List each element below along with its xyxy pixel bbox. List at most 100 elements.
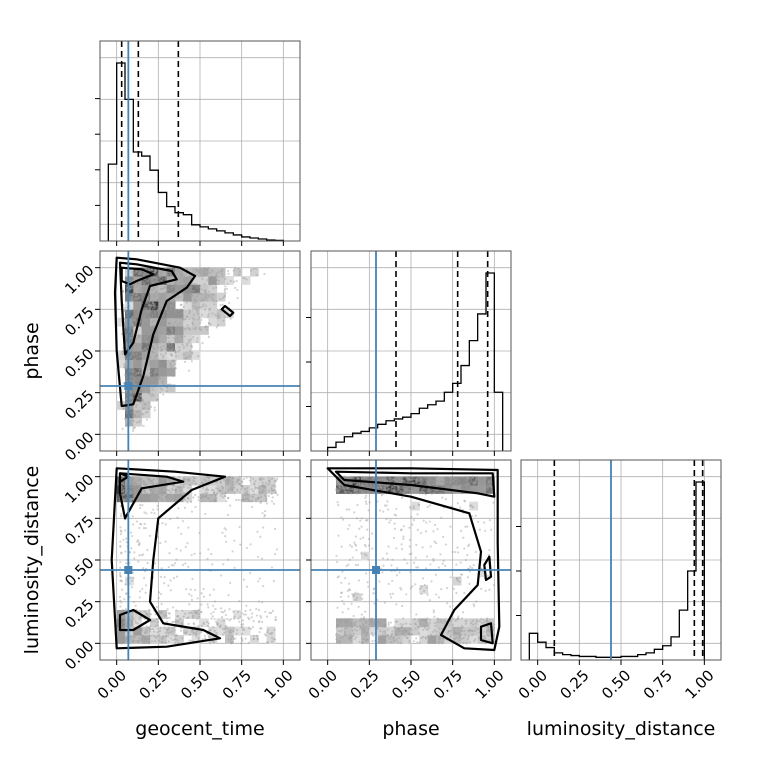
- sample-point: [247, 494, 250, 497]
- sample-point: [142, 282, 145, 285]
- sample-point: [210, 612, 213, 615]
- sample-point: [133, 318, 136, 321]
- sample-point: [130, 332, 134, 335]
- sample-point: [393, 636, 396, 639]
- sample-point: [379, 629, 382, 633]
- sample-point: [482, 484, 486, 487]
- sample-point: [194, 505, 197, 509]
- sample-point: [177, 331, 180, 334]
- sample-point: [161, 277, 164, 280]
- sample-point: [188, 328, 191, 331]
- sample-point: [152, 364, 155, 367]
- sample-point: [415, 613, 418, 616]
- sample-point: [477, 483, 480, 487]
- sample-point: [213, 618, 216, 621]
- sample-point: [227, 482, 230, 485]
- sample-point: [188, 275, 191, 278]
- sample-point: [341, 570, 344, 573]
- sample-point: [139, 419, 142, 422]
- sample-point: [156, 331, 159, 334]
- sample-point: [429, 545, 432, 548]
- sample-point: [232, 476, 235, 480]
- sample-point: [125, 493, 128, 496]
- sample-point: [125, 291, 128, 294]
- sample-point: [483, 637, 486, 640]
- sample-point: [387, 634, 390, 637]
- sample-point: [248, 479, 252, 482]
- sample-point: [204, 268, 207, 271]
- sample-point: [179, 316, 182, 320]
- sample-point: [204, 495, 207, 498]
- sample-point: [225, 478, 228, 482]
- sample-point: [265, 502, 269, 505]
- sample-point: [259, 535, 262, 538]
- sample-point: [181, 343, 184, 346]
- sample-point: [464, 633, 467, 636]
- sample-point: [198, 636, 201, 639]
- sample-point: [131, 334, 134, 337]
- sample-point: [141, 281, 144, 284]
- sample-point: [440, 588, 443, 591]
- sample-point: [417, 488, 420, 491]
- sample-point: [170, 637, 173, 640]
- sample-point: [193, 552, 196, 555]
- sample-point: [372, 476, 376, 479]
- sample-point: [128, 498, 132, 501]
- sample-point: [267, 476, 270, 479]
- sample-point: [447, 476, 451, 479]
- sample-point: [264, 633, 267, 636]
- sample-point: [263, 513, 267, 517]
- sample-point: [125, 310, 128, 313]
- sample-point: [454, 632, 457, 635]
- sample-point: [393, 486, 396, 489]
- sample-point: [178, 346, 181, 349]
- sample-point: [168, 308, 172, 311]
- sample-point: [231, 488, 234, 491]
- sample-point: [351, 625, 354, 629]
- sample-point: [227, 272, 230, 275]
- sample-point: [227, 489, 230, 492]
- density-cell: [419, 626, 429, 636]
- sample-point: [249, 571, 252, 575]
- sample-point: [135, 520, 139, 523]
- sample-point: [249, 269, 253, 272]
- sample-point: [203, 289, 206, 292]
- sample-point: [210, 494, 213, 497]
- sample-point: [256, 530, 259, 533]
- sample-point: [169, 364, 172, 367]
- sample-point: [224, 495, 227, 498]
- density-cell: [150, 367, 159, 377]
- sample-point: [234, 286, 237, 289]
- sample-point: [134, 415, 137, 418]
- density-cell: [183, 342, 193, 352]
- histogram-geocent_time: [107, 62, 284, 242]
- density-cell: [125, 301, 134, 310]
- sample-point: [235, 481, 238, 484]
- sample-point: [142, 285, 145, 288]
- sample-point: [158, 326, 161, 329]
- sample-point: [134, 297, 137, 300]
- density-cell: [125, 409, 134, 419]
- sample-point: [166, 617, 169, 620]
- sample-point: [138, 307, 141, 310]
- sample-point: [158, 496, 162, 499]
- sample-point: [143, 312, 146, 315]
- sample-point: [402, 537, 405, 540]
- sample-point: [192, 475, 195, 479]
- sample-point: [134, 325, 137, 328]
- sample-point: [233, 566, 236, 569]
- sample-point: [119, 610, 122, 613]
- density-cell: [175, 485, 184, 494]
- density-cell: [150, 384, 159, 394]
- sample-point: [153, 276, 156, 279]
- sample-point: [238, 600, 241, 603]
- density-cell: [133, 493, 143, 503]
- sample-point: [188, 633, 192, 636]
- sample-point: [224, 291, 227, 295]
- density-cell: [225, 309, 234, 319]
- sample-point: [228, 504, 232, 507]
- sample-point: [224, 613, 228, 617]
- sample-point: [147, 627, 150, 630]
- sample-point: [252, 267, 255, 270]
- sample-point: [147, 299, 150, 302]
